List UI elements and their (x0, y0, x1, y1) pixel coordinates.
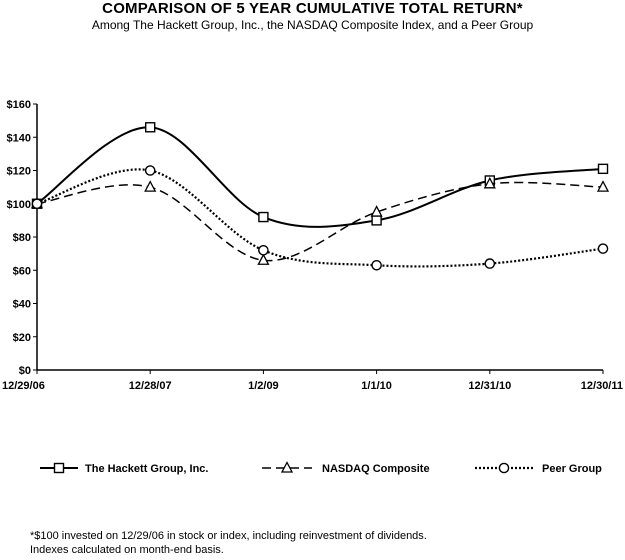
data-point-1-2 (257, 253, 270, 265)
data-point-0-5 (597, 163, 609, 175)
series-line-1 (36, 181, 604, 262)
data-point-2-0 (31, 198, 43, 210)
footnote-line-2: Indexes calculated on month-end basis. (30, 544, 224, 556)
data-point-2-3 (371, 259, 382, 271)
y-tick-label: $60 (13, 265, 31, 277)
x-tick-label: 12/31/10 (468, 380, 511, 392)
series-line-2 (36, 168, 604, 268)
y-tick-label: $160 (7, 99, 31, 111)
legend-label-0: The Hackett Group, Inc. (85, 463, 208, 475)
y-tick-label: $100 (7, 199, 31, 211)
x-tick-label: 1/1/10 (361, 380, 392, 392)
y-tick-label: $120 (7, 166, 31, 178)
data-point-1-1 (144, 180, 157, 192)
data-point-0-2 (258, 211, 269, 223)
legend-marker-2 (498, 462, 510, 474)
data-point-2-2 (258, 244, 269, 256)
data-point-2-5 (597, 243, 609, 254)
data-point-1-3 (370, 205, 383, 217)
x-tick-label: 1/2/09 (248, 380, 279, 392)
y-tick-label: $40 (13, 299, 31, 311)
data-point-1-4 (483, 176, 496, 189)
legend-label-1: NASDAQ Composite (322, 463, 430, 475)
series-line-0 (36, 126, 604, 228)
data-point-2-1 (144, 165, 156, 176)
x-tick-label: 12/29/06 (2, 380, 45, 392)
data-point-0-1 (144, 122, 156, 133)
data-point-0-3 (371, 215, 382, 226)
x-tick-label: 12/30/11 (581, 380, 623, 392)
y-tick-label: $0 (19, 365, 31, 377)
legend-marker-0 (53, 462, 65, 474)
y-tick-label: $80 (13, 232, 31, 244)
chart-title: COMPARISON OF 5 YEAR CUMULATIVE TOTAL RE… (102, 0, 523, 17)
x-tick-label: 12/28/07 (129, 380, 172, 392)
footnote: *$100 invested on 12/29/06 in stock or i… (30, 529, 427, 557)
y-tick-label: $140 (7, 132, 31, 144)
legend-label-2: Peer Group (542, 463, 602, 475)
y-tick-label: $20 (13, 332, 31, 344)
data-point-1-5 (596, 180, 610, 192)
footnote-line-1: *$100 invested on 12/29/06 in stock or i… (30, 530, 427, 542)
chart-subtitle: Among The Hackett Group, Inc., the NASDA… (91, 18, 534, 32)
legend-marker-1 (280, 461, 294, 473)
data-point-2-4 (484, 258, 496, 269)
